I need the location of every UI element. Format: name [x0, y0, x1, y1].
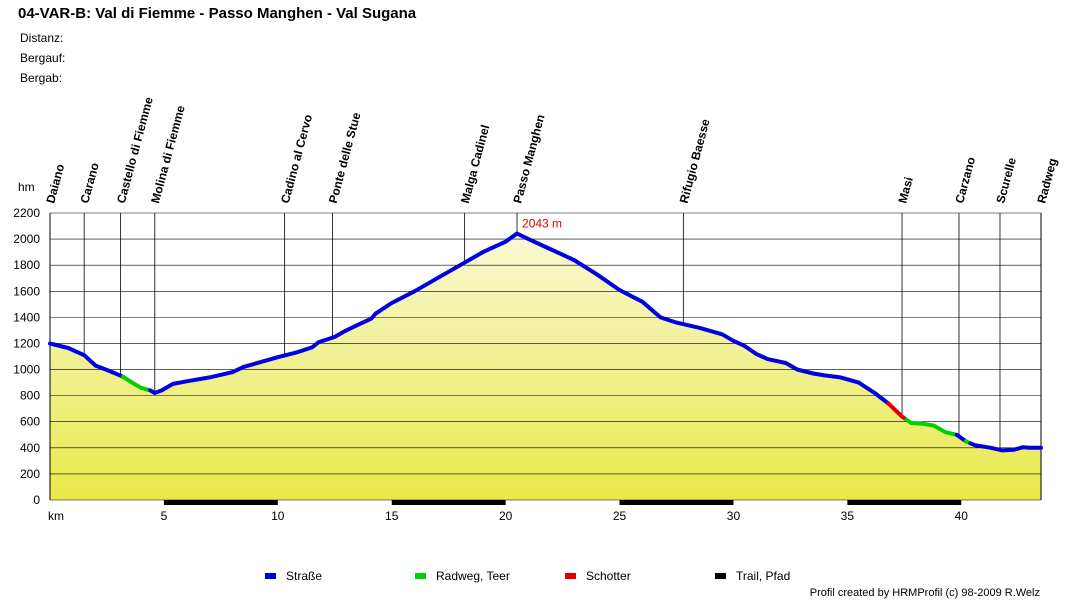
- y-tick-label-1800: 1800: [13, 258, 40, 272]
- legend-swatch-schotter: [565, 573, 576, 579]
- y-tick-label-1400: 1400: [13, 310, 40, 324]
- credit-text: Profil created by HRMProfil (c) 98-2009 …: [809, 587, 1040, 599]
- distance-label: Distanz:: [20, 31, 64, 45]
- waypoint-label-1: Carano: [78, 161, 102, 205]
- waypoint-label-8: Rifugio Baesse: [677, 117, 713, 205]
- waypoint-label-3: Molina di Fiemme: [148, 104, 188, 205]
- trail-bar-0: [163, 500, 278, 505]
- ascent-label: Bergauf:: [20, 51, 66, 65]
- legend-label-schotter: Schotter: [586, 569, 631, 583]
- x-tick-label-10: 10: [271, 509, 285, 523]
- y-tick-label-2200: 2200: [13, 206, 40, 220]
- trail-bar-3: [847, 500, 962, 505]
- waypoint-label-6: Malga Cadinel: [458, 123, 492, 205]
- trail-bar-2: [619, 500, 734, 505]
- x-tick-label-15: 15: [385, 509, 399, 523]
- legend-label-radweg-teer: Radweg, Teer: [436, 569, 510, 583]
- waypoint-label-11: Scurelle: [993, 156, 1019, 205]
- profile-segment-0: [48, 341, 125, 379]
- y-tick-label-400: 400: [20, 441, 40, 455]
- legend-label-strasse: Straße: [286, 569, 323, 583]
- legend-item-strasse: Straße: [265, 569, 322, 583]
- waypoint-label-7: Passo Manghen: [510, 113, 547, 205]
- x-tick-label-30: 30: [727, 509, 741, 523]
- waypoint-label-12: Radweg: [1034, 157, 1059, 205]
- profile-segment-1: [120, 374, 153, 393]
- legend-item-radweg-teer: Radweg, Teer: [415, 569, 510, 583]
- profile-segment-7: [968, 441, 1043, 453]
- legend-swatch-radweg-teer: [415, 573, 426, 579]
- y-tick-label-600: 600: [20, 415, 40, 429]
- y-tick-label-800: 800: [20, 389, 40, 403]
- waypoint-label-0: Daiano: [43, 163, 67, 205]
- descent-label: Bergab:: [20, 71, 63, 85]
- waypoint-label-2: Castello di Fiemme: [114, 95, 156, 205]
- y-tick-label-0: 0: [33, 493, 40, 507]
- y-axis-label: hm: [18, 180, 35, 194]
- x-tick-label-5: 5: [161, 509, 168, 523]
- y-tick-label-1200: 1200: [13, 336, 40, 350]
- y-tick-label-1600: 1600: [13, 284, 40, 298]
- y-tick-label-2000: 2000: [13, 232, 40, 246]
- peak-annotation: 2043 m: [522, 216, 562, 230]
- page-title: 04-VAR-B: Val di Fiemme - Passo Manghen …: [18, 5, 417, 22]
- legend-swatch-strasse: [265, 573, 276, 579]
- x-tick-label-20: 20: [499, 509, 513, 523]
- legend-label-trail-pfad: Trail, Pfad: [736, 569, 791, 583]
- y-tick-label-1000: 1000: [13, 363, 40, 377]
- legend-swatch-trail-pfad: [715, 573, 726, 579]
- profile-segment-2: [148, 231, 891, 406]
- y-tick-label-200: 200: [20, 467, 40, 481]
- waypoint-label-9: Masi: [895, 175, 915, 204]
- x-tick-label-40: 40: [955, 509, 969, 523]
- waypoint-label-4: Cadino al Cervo: [278, 113, 315, 205]
- waypoint-label-5: Ponte delle Stue: [326, 111, 364, 205]
- x-tick-label-35: 35: [841, 509, 855, 523]
- legend-item-trail-pfad: Trail, Pfad: [715, 569, 790, 583]
- legend-item-schotter: Schotter: [565, 569, 631, 583]
- x-tick-label-25: 25: [613, 509, 627, 523]
- waypoint-label-10: Carzano: [952, 155, 978, 204]
- profile-segment-4: [904, 417, 959, 437]
- x-axis-label: km: [48, 509, 64, 523]
- trail-bar-1: [391, 500, 506, 505]
- profile-area: [50, 233, 1041, 500]
